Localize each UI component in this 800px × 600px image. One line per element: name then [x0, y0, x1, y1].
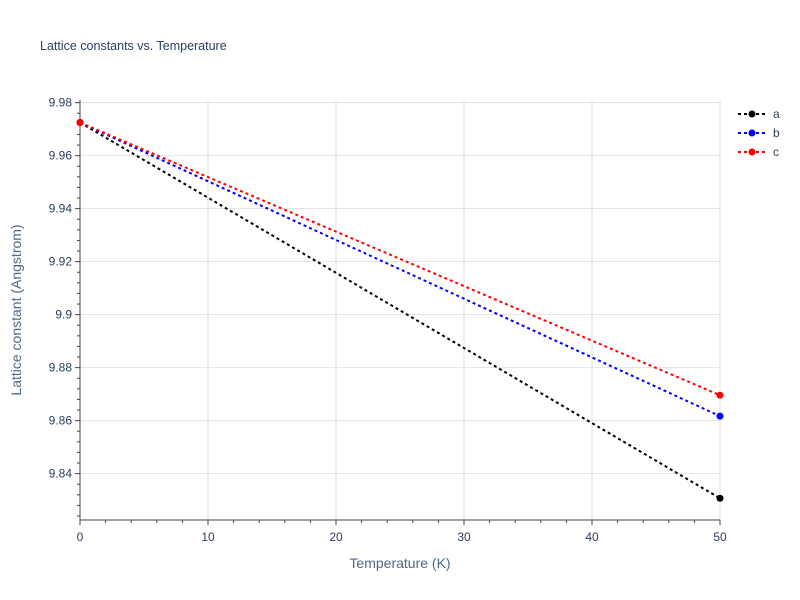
y-tick-label: 9.88 [49, 361, 73, 375]
y-tick-label: 9.86 [49, 414, 73, 428]
legend-item-c[interactable]: c [738, 145, 779, 159]
x-tick-label: 10 [201, 530, 215, 544]
legend-item-b[interactable]: b [738, 126, 780, 140]
legend-label: b [773, 126, 780, 140]
series-line-c [79, 121, 721, 397]
legend[interactable]: abc [738, 107, 780, 159]
series-line-a [79, 121, 721, 500]
grid-lines [80, 100, 721, 520]
series-lines [76, 119, 724, 502]
x-tick-label: 0 [77, 530, 84, 544]
x-tick-label: 20 [329, 530, 343, 544]
x-tick-label: 30 [457, 530, 471, 544]
legend-marker [748, 129, 756, 137]
y-tick-label: 9.94 [49, 202, 73, 216]
x-tick-label: 40 [585, 530, 599, 544]
tick-labels: 0 10 20 30 40 50 9.84 9.86 9.88 9.9 9.92 9.94 9.96 9.… [49, 96, 727, 544]
data-point [716, 391, 724, 399]
legend-label: a [773, 107, 780, 121]
y-tick-label: 9.9 [55, 308, 72, 322]
legend-marker [748, 148, 756, 156]
chart-title: Lattice constants vs. Temperature [40, 39, 227, 53]
data-point [716, 494, 724, 502]
x-tick-label: 50 [713, 530, 727, 544]
y-tick-label: 9.96 [49, 149, 73, 163]
y-axis-title: Lattice constant (Angstrom) [8, 224, 24, 395]
series-c [76, 119, 724, 399]
axes [75, 100, 721, 525]
legend-label: c [773, 145, 779, 159]
legend-marker [748, 110, 756, 118]
y-tick-label: 9.84 [49, 467, 73, 481]
data-point [76, 119, 84, 127]
legend-item-a[interactable]: a [738, 107, 780, 121]
y-tick-label: 9.92 [49, 255, 73, 269]
x-axis-title: Temperature (K) [349, 555, 450, 571]
data-point [716, 412, 724, 420]
y-tick-label: 9.98 [49, 96, 73, 110]
